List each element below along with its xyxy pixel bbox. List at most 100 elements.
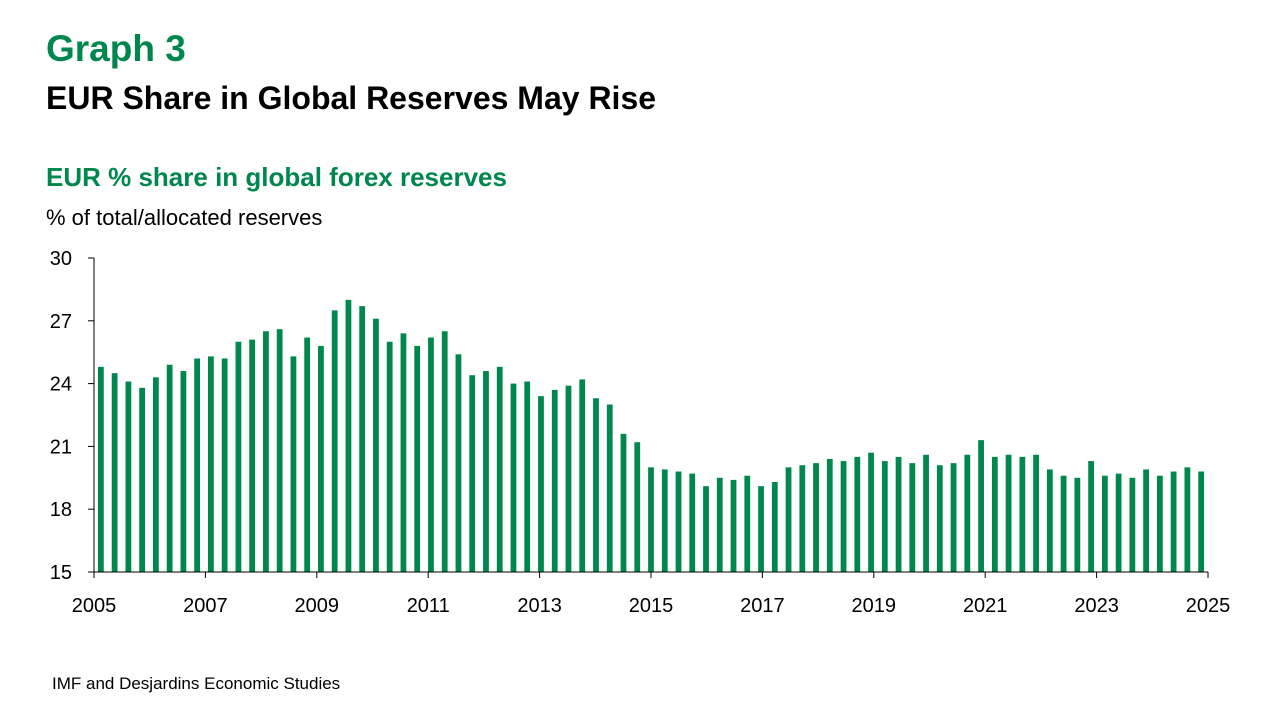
bar — [125, 381, 132, 572]
bar — [208, 356, 214, 572]
bar — [661, 469, 668, 572]
x-tick-label: 2023 — [1074, 595, 1119, 617]
bar — [414, 345, 421, 572]
y-tick-label: 27 — [50, 311, 72, 333]
bar — [428, 337, 434, 572]
bar — [386, 341, 393, 572]
bar — [373, 318, 379, 572]
bar — [551, 389, 558, 572]
bar — [840, 461, 847, 572]
y-tick-label: 30 — [50, 248, 72, 270]
bar — [799, 465, 806, 572]
bar — [97, 366, 104, 572]
bar — [936, 465, 943, 572]
bar — [785, 467, 792, 572]
bar — [881, 461, 888, 572]
bar — [854, 456, 861, 572]
bar — [771, 481, 778, 572]
bar — [524, 381, 531, 572]
bar — [345, 299, 352, 572]
bar — [593, 398, 599, 572]
graph-number: Graph 3 — [46, 28, 186, 69]
x-tick-label: 2025 — [1186, 595, 1231, 617]
bar — [1074, 477, 1081, 572]
bar — [221, 358, 228, 572]
bar — [606, 404, 613, 572]
x-tick-label: 2009 — [295, 595, 340, 617]
x-tick-label: 2015 — [629, 595, 674, 617]
bar — [249, 339, 256, 572]
chart-title: EUR % share in global forex reserves — [46, 162, 507, 192]
bars-group — [97, 299, 1205, 572]
bar — [1033, 454, 1039, 572]
bar — [634, 442, 641, 572]
bar — [496, 366, 503, 572]
bar — [1046, 469, 1053, 572]
bar — [909, 463, 916, 572]
bar — [1184, 467, 1191, 572]
graph-title: EUR Share in Global Reserves May Rise — [46, 80, 657, 116]
x-tick-label: 2021 — [963, 595, 1008, 617]
bar — [1101, 475, 1108, 572]
y-axis-label: % of total/allocated reserves — [46, 205, 323, 230]
x-tick-label: 2005 — [72, 595, 117, 617]
x-tick-label: 2013 — [517, 595, 562, 617]
bar — [1019, 456, 1026, 572]
bar — [153, 377, 159, 572]
bar — [730, 479, 737, 572]
bar — [716, 477, 723, 572]
bar — [111, 373, 118, 572]
bar — [1115, 473, 1122, 572]
source-note: IMF and Desjardins Economic Studies — [52, 674, 341, 693]
bar — [978, 440, 984, 572]
bar — [1005, 454, 1012, 572]
x-tick-label: 2011 — [407, 595, 450, 617]
bar — [991, 456, 998, 572]
bar — [1060, 475, 1067, 572]
axes-group: 15 18 21 24 27 30 2005 2007 2009 2011 2013 2015 2017… — [50, 248, 1231, 617]
bar — [483, 371, 489, 572]
bar — [950, 463, 957, 572]
x-tick-label: 2019 — [852, 595, 897, 617]
bar — [620, 433, 627, 572]
x-tick-label: 2017 — [740, 595, 785, 617]
bar — [648, 467, 654, 572]
bar — [1198, 471, 1205, 572]
bar — [579, 379, 586, 572]
bar — [180, 371, 187, 572]
bar — [675, 471, 682, 572]
bar — [331, 310, 338, 572]
bar — [565, 385, 572, 572]
y-tick-label: 21 — [50, 436, 72, 458]
bar — [455, 354, 462, 572]
bar — [1143, 469, 1149, 572]
y-tick-label: 15 — [50, 562, 72, 584]
bar — [263, 331, 269, 572]
bar — [689, 473, 696, 572]
bar — [235, 341, 242, 572]
bar — [744, 475, 751, 572]
bar — [964, 454, 971, 572]
bar — [510, 383, 517, 572]
bar — [318, 345, 324, 572]
bar — [290, 356, 297, 572]
bar — [826, 458, 833, 572]
bar — [758, 486, 764, 572]
bar — [1170, 471, 1177, 572]
bar — [441, 331, 448, 572]
y-tick-label: 24 — [50, 374, 72, 396]
bar — [895, 456, 902, 572]
bar — [359, 306, 366, 572]
bar — [194, 358, 201, 572]
bar — [139, 387, 146, 572]
bar — [304, 337, 311, 572]
bar — [1088, 461, 1094, 572]
bar — [703, 486, 709, 572]
bar-chart: 15 18 21 24 27 30 2005 2007 2009 2011 2013 2015 2017… — [50, 248, 1231, 617]
bar — [469, 375, 476, 572]
bar — [813, 463, 819, 572]
bar — [1129, 477, 1136, 572]
bar — [1156, 475, 1163, 572]
bar — [923, 454, 929, 572]
bar — [276, 329, 283, 572]
